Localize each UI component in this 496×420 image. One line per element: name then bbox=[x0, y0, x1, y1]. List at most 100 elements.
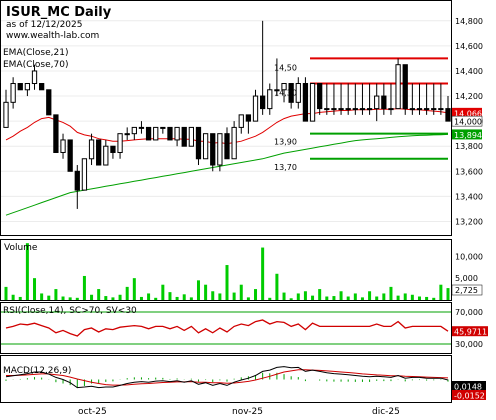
candle-body bbox=[245, 114, 252, 122]
price-tick-label: 14,600 bbox=[455, 42, 483, 51]
volume-bar bbox=[239, 284, 243, 300]
volume-bar bbox=[40, 293, 44, 300]
candle-body bbox=[267, 89, 273, 110]
macd-line bbox=[5, 366, 449, 389]
volume-bar bbox=[125, 286, 129, 300]
volume-bar bbox=[382, 293, 386, 300]
candle-body bbox=[438, 108, 444, 111]
candle-body bbox=[295, 83, 301, 103]
rsi-tick-label: 30,000 bbox=[455, 340, 483, 349]
macd-panel bbox=[0, 355, 452, 403]
candle-body bbox=[288, 83, 294, 103]
volume-bar bbox=[118, 294, 122, 300]
volume-bar bbox=[97, 289, 101, 300]
candle-body bbox=[409, 108, 415, 111]
volume-bar bbox=[104, 296, 108, 300]
candle-body bbox=[231, 126, 237, 160]
candle-body bbox=[374, 95, 380, 110]
volume-bar bbox=[147, 293, 151, 300]
volume-bar bbox=[339, 291, 343, 300]
candle-body bbox=[24, 83, 31, 91]
candle-body bbox=[103, 145, 109, 166]
volume-bar bbox=[311, 295, 315, 300]
candle-body bbox=[302, 83, 309, 122]
volume-bar bbox=[268, 297, 272, 300]
candle-body bbox=[96, 139, 102, 166]
volume-bar bbox=[182, 294, 186, 300]
level-label: 14,50 bbox=[274, 63, 297, 72]
volume-bar bbox=[33, 278, 37, 300]
volume-bar bbox=[90, 294, 94, 300]
candle-body bbox=[160, 126, 166, 129]
volume-bar bbox=[325, 296, 329, 300]
candle-body bbox=[46, 89, 52, 116]
level-label: 14,30 bbox=[274, 89, 297, 98]
candle-body bbox=[260, 95, 266, 110]
candle-body bbox=[53, 114, 59, 153]
volume-bar bbox=[403, 293, 407, 300]
volume-bar bbox=[154, 297, 158, 300]
ema21-value-badge-text: 14,066 bbox=[454, 109, 482, 118]
volume-bar bbox=[196, 280, 200, 300]
volume-bar bbox=[82, 275, 86, 300]
price-tick-label: 13,800 bbox=[455, 142, 483, 151]
volume-bar bbox=[139, 296, 143, 300]
volume-bar bbox=[189, 297, 193, 300]
macd-title: MACD(12,26,9) bbox=[3, 366, 71, 376]
candle-body bbox=[445, 108, 451, 122]
volume-bar bbox=[218, 293, 222, 300]
candle-body bbox=[345, 108, 351, 111]
candle-body bbox=[88, 139, 95, 160]
volume-bar bbox=[254, 289, 258, 300]
candle-body bbox=[124, 133, 130, 136]
volume-bar bbox=[346, 296, 350, 300]
rsi-value-badge bbox=[452, 326, 488, 337]
price-tick-label: 13,600 bbox=[455, 167, 483, 176]
candle-body bbox=[117, 133, 123, 153]
ema21-legend: EMA(Close,21) bbox=[3, 48, 68, 58]
candle-body bbox=[10, 83, 16, 103]
candle-body bbox=[238, 114, 244, 128]
volume-bar bbox=[425, 296, 429, 300]
level-label: 13,70 bbox=[274, 163, 297, 172]
macd-value-badge bbox=[452, 381, 486, 391]
volume-bar bbox=[54, 289, 58, 300]
candle-body bbox=[188, 126, 194, 147]
macd-value-text: 0,0148 bbox=[454, 383, 482, 392]
candle-body bbox=[210, 133, 216, 166]
x-tick-label: dic-25 bbox=[372, 407, 400, 417]
price-tick-label: 14,400 bbox=[455, 67, 483, 76]
ema70-value-badge-text: 13,894 bbox=[454, 131, 482, 140]
candle-body bbox=[17, 83, 23, 91]
volume-bar bbox=[289, 298, 293, 300]
candle-body bbox=[74, 170, 80, 191]
candle-body bbox=[60, 139, 66, 153]
ema70-value-badge bbox=[452, 129, 482, 140]
volume-bar bbox=[68, 297, 72, 300]
candle-body bbox=[181, 126, 187, 147]
candle-body bbox=[174, 126, 180, 141]
volume-last-label: 2,725 bbox=[455, 286, 478, 295]
candle-body bbox=[138, 126, 145, 129]
volume-bar bbox=[211, 291, 215, 300]
volume-bar bbox=[446, 288, 450, 300]
volume-bar bbox=[417, 296, 421, 300]
volume-bar bbox=[175, 296, 179, 300]
candle-body bbox=[416, 108, 423, 111]
candle-body bbox=[217, 133, 223, 166]
candle-body bbox=[224, 133, 230, 160]
volume-bar bbox=[132, 278, 136, 300]
rsi-tick-label: 70,000 bbox=[455, 308, 483, 317]
volume-bar bbox=[25, 243, 29, 300]
x-tick-label: oct-25 bbox=[78, 407, 107, 417]
volume-bar bbox=[375, 296, 379, 300]
candle-body bbox=[67, 139, 73, 172]
candle-body bbox=[202, 133, 209, 160]
volume-bar bbox=[225, 265, 229, 300]
volume-bar bbox=[11, 294, 15, 300]
rsi-panel bbox=[0, 302, 452, 354]
candle-body bbox=[252, 95, 259, 122]
volume-bar bbox=[246, 297, 250, 300]
candle-body bbox=[3, 101, 9, 128]
